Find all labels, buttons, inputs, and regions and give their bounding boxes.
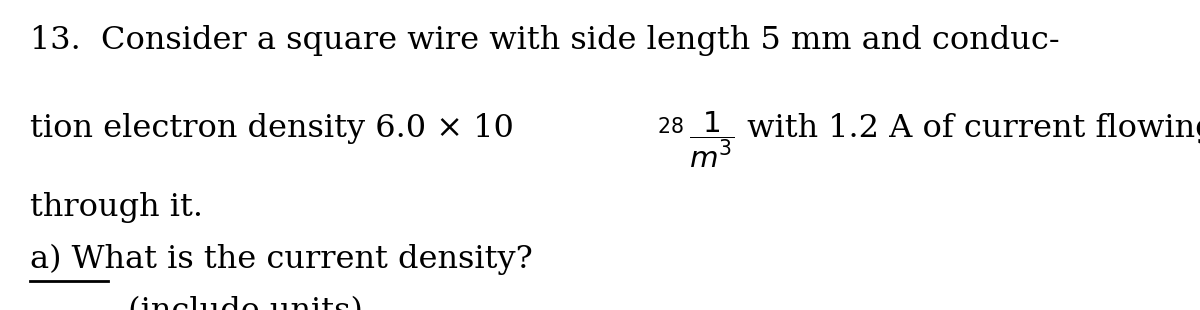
Text: (include units): (include units) [118,296,362,310]
Text: $^{28}\,\dfrac{1}{m^3}$: $^{28}\,\dfrac{1}{m^3}$ [658,110,734,170]
Text: with 1.2 A of current flowing: with 1.2 A of current flowing [737,113,1200,144]
Text: through it.: through it. [30,192,203,223]
Text: a) What is the current density?: a) What is the current density? [30,243,533,275]
Text: 13.  Consider a square wire with side length 5 mm and conduc-: 13. Consider a square wire with side len… [30,25,1060,56]
Text: tion electron density 6.0 × 10: tion electron density 6.0 × 10 [30,113,514,144]
